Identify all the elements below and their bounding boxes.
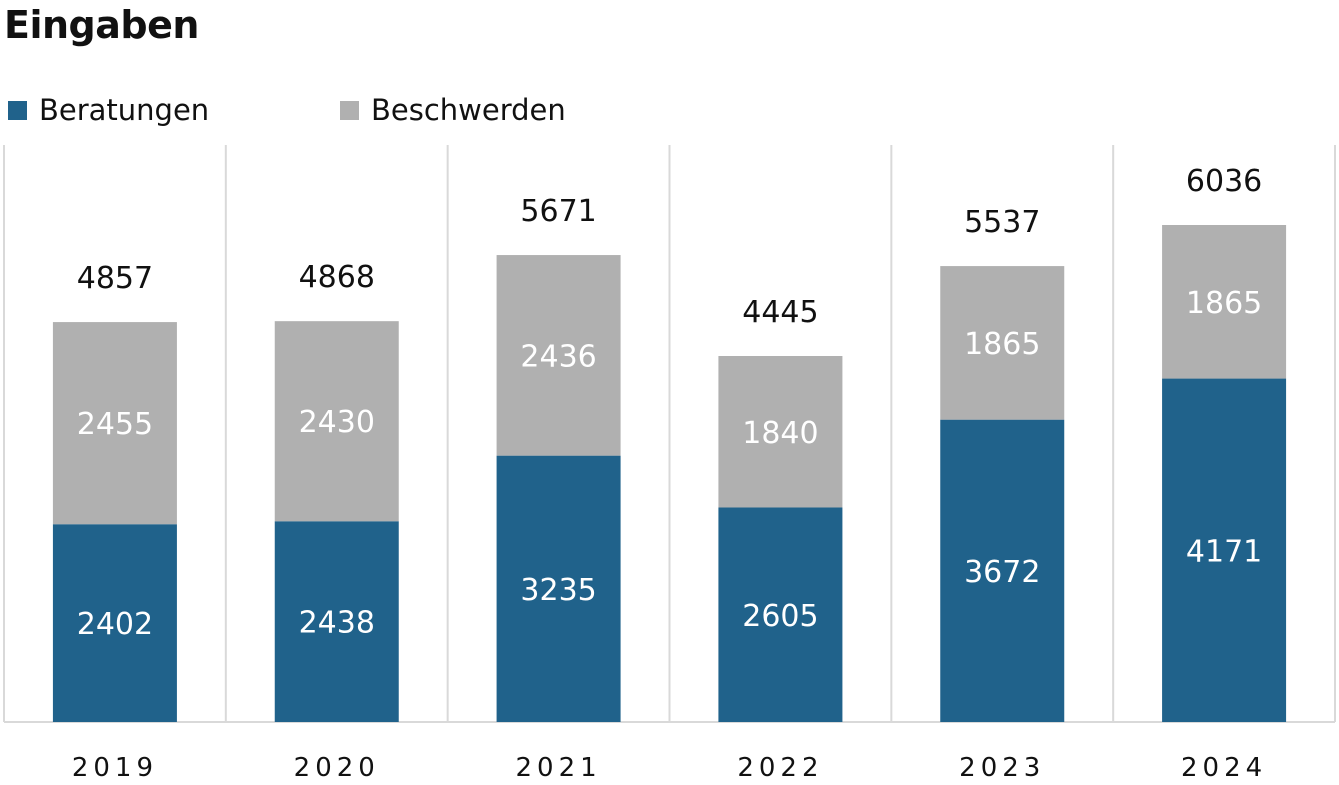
total-label-2020: 4868 (299, 260, 375, 295)
data-label-beratungen-2019: 2402 (77, 607, 153, 642)
total-label-2023: 5537 (964, 205, 1040, 240)
data-label-beratungen-2020: 2438 (299, 606, 375, 641)
data-label-beschwerden-2020: 2430 (299, 405, 375, 440)
bar-beschwerden-2023 (940, 266, 1065, 420)
chart-title: Eingaben (4, 3, 199, 47)
x-tick-label-2020: 2020 (294, 753, 380, 783)
data-label-beschwerden-2023: 1865 (964, 327, 1040, 362)
bar-beschwerden-2019 (52, 322, 177, 525)
data-label-beschwerden-2021: 2436 (520, 339, 596, 374)
bar-beratungen-2023 (940, 419, 1065, 722)
bar-beratungen-2022 (718, 507, 843, 722)
legend-swatch-beschwerden (340, 100, 359, 120)
legend-label-beratungen: Beratungen (39, 93, 210, 127)
bar-beschwerden-2024 (1162, 224, 1287, 379)
x-tick-label-2023: 2023 (959, 753, 1045, 783)
bar-beschwerden-2022 (718, 355, 843, 508)
data-label-beratungen-2024: 4171 (1186, 534, 1262, 569)
total-label-2021: 5671 (520, 194, 596, 229)
total-label-2024: 6036 (1186, 164, 1262, 199)
x-tick-label-2024: 2024 (1181, 753, 1267, 783)
data-label-beratungen-2022: 2605 (742, 599, 818, 634)
bar-beratungen-2021 (496, 455, 621, 722)
x-tick-label-2019: 2019 (72, 753, 158, 783)
total-label-2019: 4857 (77, 261, 153, 296)
legend-item-beschwerden: Beschwerden (340, 92, 566, 128)
data-label-beschwerden-2019: 2455 (77, 407, 153, 442)
data-label-beratungen-2023: 3672 (964, 555, 1040, 590)
total-label-2022: 4445 (742, 295, 818, 330)
bar-beschwerden-2021 (496, 255, 621, 456)
data-label-beschwerden-2022: 1840 (742, 416, 818, 451)
legend-swatch-beratungen (8, 100, 27, 120)
bar-beratungen-2019 (52, 524, 177, 722)
x-tick-label-2021: 2021 (515, 753, 601, 783)
bar-beschwerden-2020 (274, 321, 399, 522)
legend-label-beschwerden: Beschwerden (371, 93, 566, 127)
data-label-beschwerden-2024: 1865 (1186, 286, 1262, 321)
bar-beratungen-2024 (1162, 378, 1287, 722)
legend: Beratungen Beschwerden (8, 92, 708, 128)
x-tick-label-2022: 2022 (737, 753, 823, 783)
legend-item-beratungen: Beratungen (8, 92, 209, 128)
bar-beratungen-2020 (274, 521, 399, 722)
data-label-beratungen-2021: 3235 (520, 573, 596, 608)
